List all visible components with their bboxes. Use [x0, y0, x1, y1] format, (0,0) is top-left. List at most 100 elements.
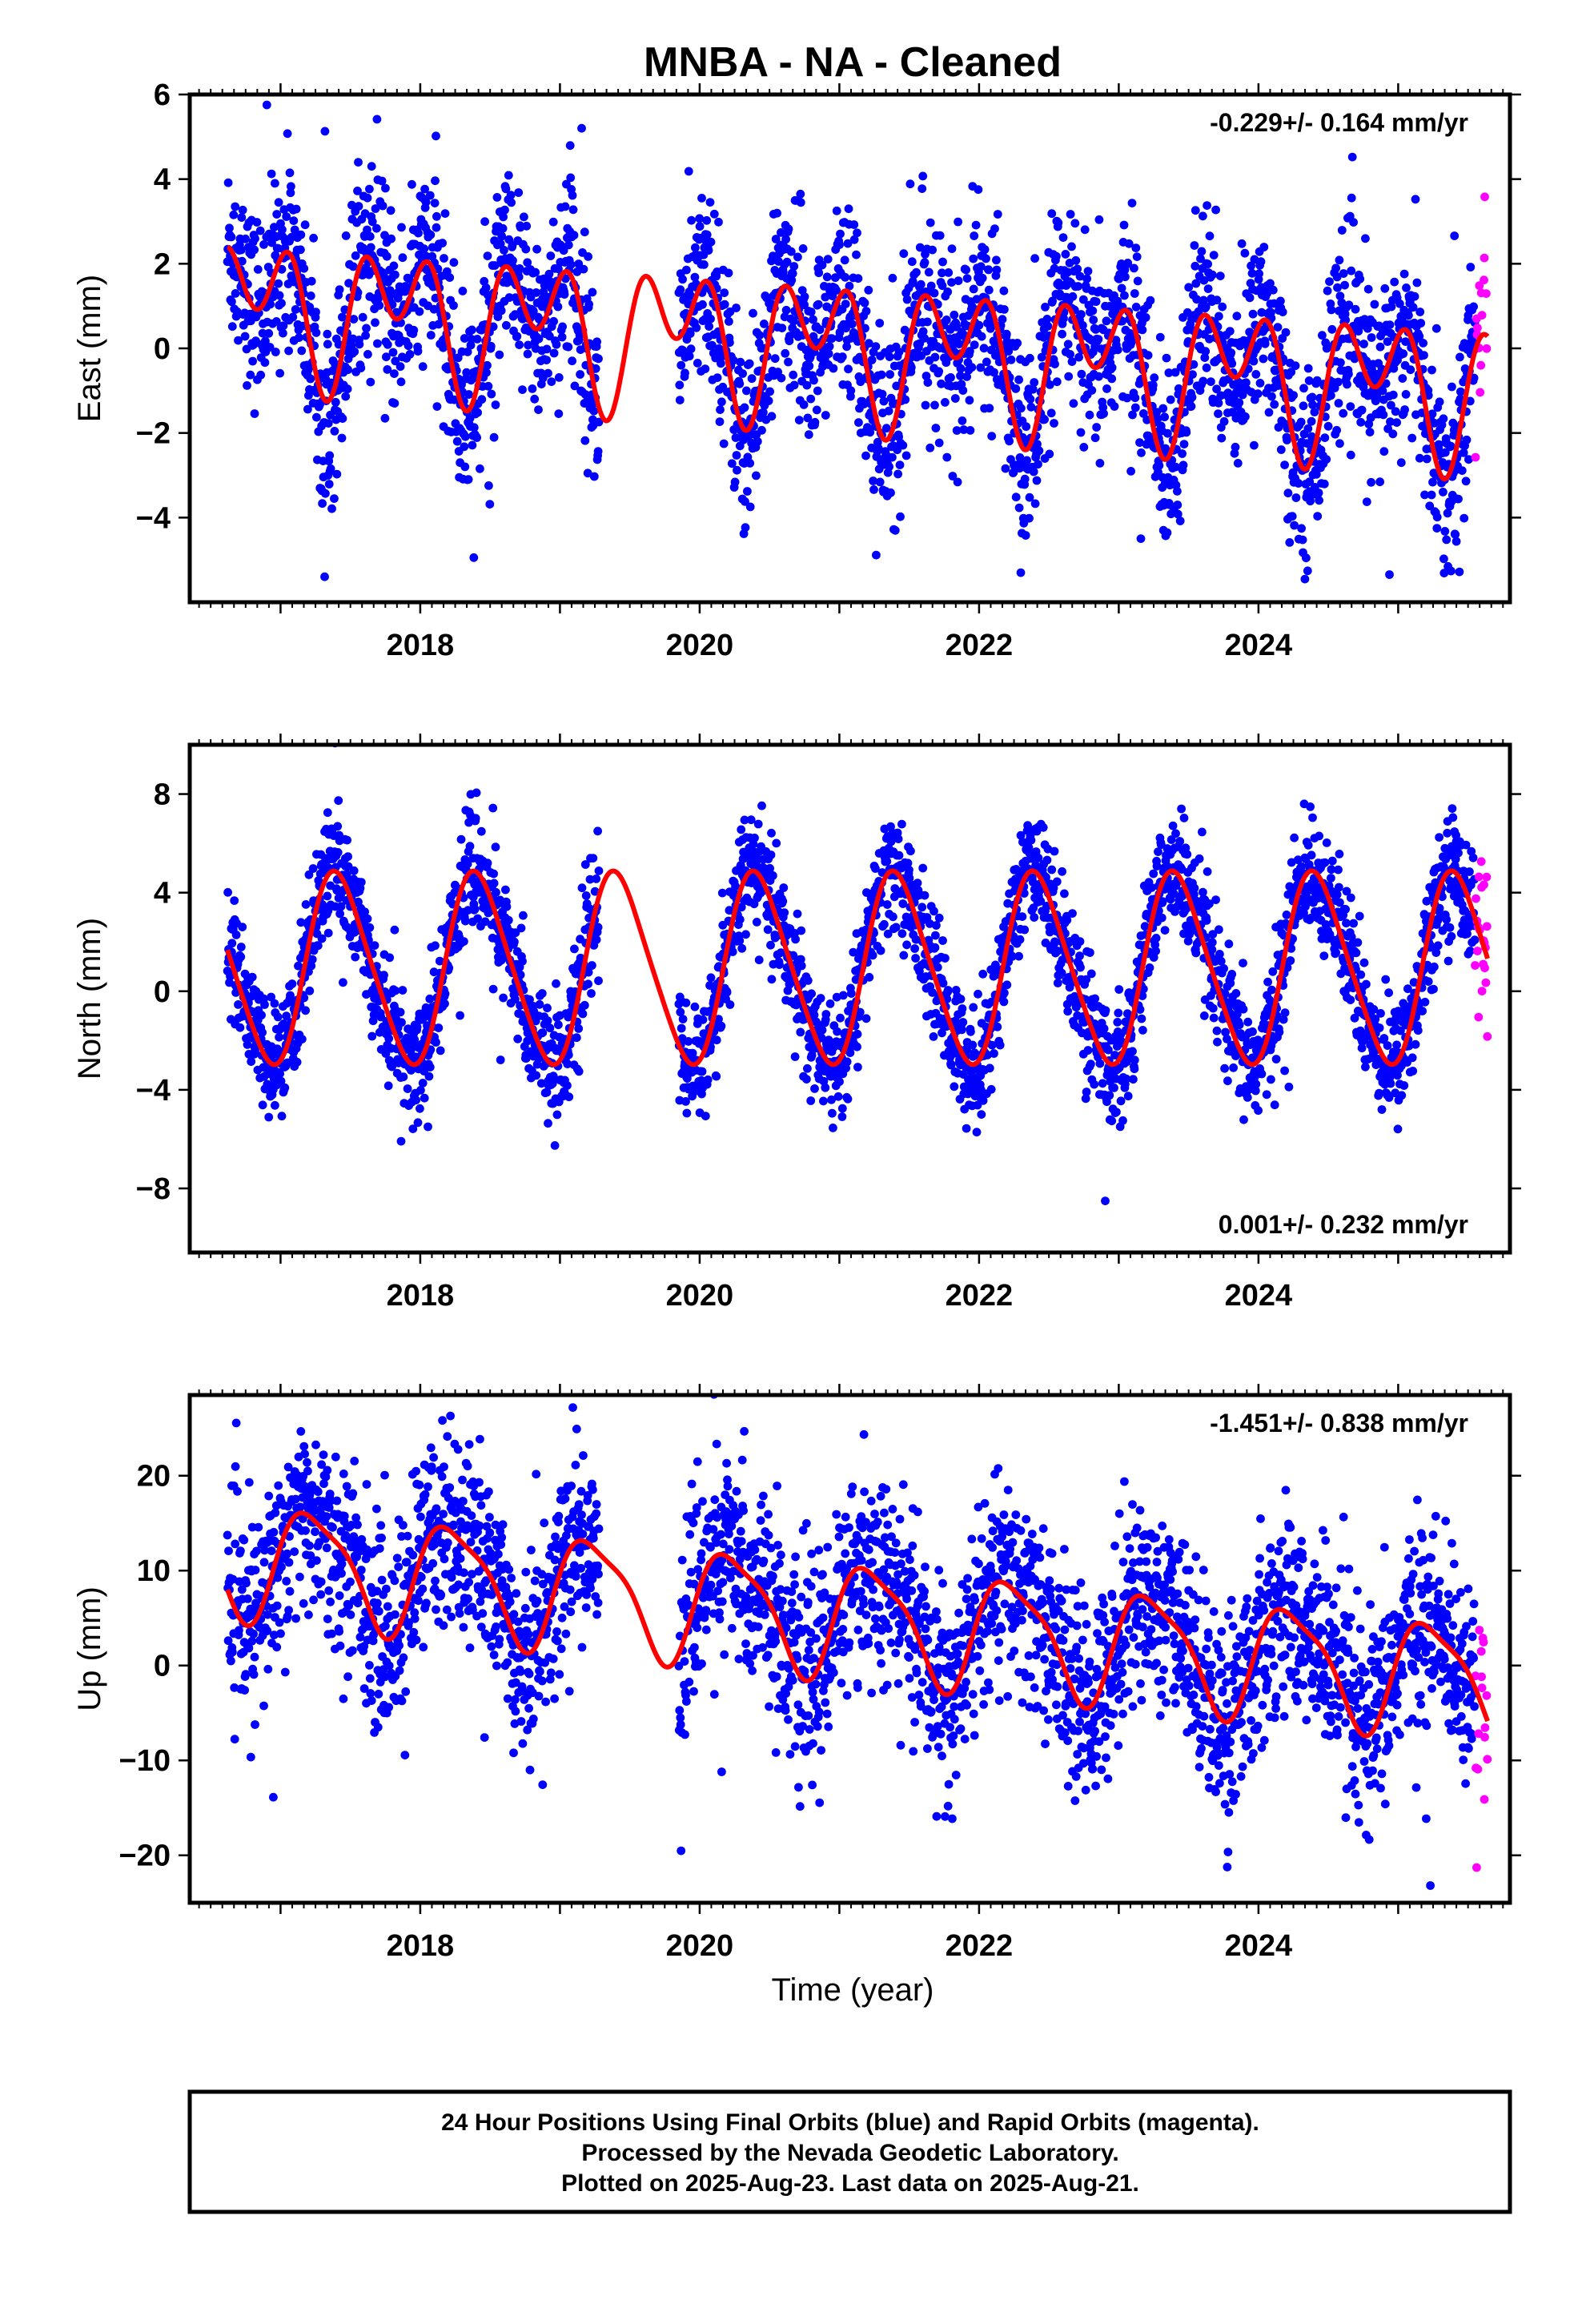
final-orbit-point: [704, 246, 713, 255]
final-orbit-point: [471, 814, 480, 823]
final-orbit-point: [944, 268, 954, 277]
final-orbit-point: [817, 260, 827, 270]
final-orbit-point: [1422, 454, 1431, 464]
final-orbit-point: [1016, 568, 1026, 577]
final-orbit-point: [828, 1108, 837, 1118]
final-orbit-point: [810, 1084, 819, 1093]
final-orbit-point: [271, 317, 281, 326]
final-orbit-point: [231, 289, 240, 298]
final-orbit-point: [921, 372, 931, 380]
final-orbit-point: [1113, 345, 1122, 355]
final-orbit-point: [934, 367, 944, 376]
final-orbit-point: [354, 202, 363, 211]
final-orbit-point: [1319, 479, 1329, 489]
final-orbit-point: [460, 432, 470, 441]
final-orbit-point: [501, 885, 510, 895]
final-orbit-point: [923, 378, 933, 387]
final-orbit-point: [1094, 372, 1103, 381]
final-orbit-point: [1107, 374, 1117, 384]
final-orbit-point: [772, 838, 781, 848]
final-orbit-point: [918, 327, 928, 336]
final-orbit-point: [1200, 353, 1210, 362]
final-orbit-point: [1150, 373, 1159, 383]
final-orbit-point: [917, 903, 927, 912]
final-orbit-point: [584, 252, 592, 261]
final-orbit-point: [544, 368, 552, 378]
final-orbit-point: [821, 1083, 830, 1092]
final-orbit-point: [432, 1038, 440, 1047]
final-orbit-point: [426, 331, 436, 340]
final-orbit-point: [520, 212, 528, 222]
final-orbit-point: [1061, 250, 1070, 259]
final-orbit-point: [1041, 303, 1050, 312]
final-orbit-point: [1203, 284, 1213, 293]
final-orbit-point: [265, 343, 275, 352]
final-orbit-point: [513, 1034, 523, 1043]
final-orbit-point: [852, 250, 861, 259]
final-orbit-point: [841, 272, 850, 282]
final-orbit-point: [568, 205, 578, 215]
final-orbit-point: [472, 335, 482, 344]
final-orbit-point: [930, 352, 940, 362]
final-orbit-point: [343, 852, 352, 861]
final-orbit-point: [465, 842, 475, 851]
final-orbit-point: [777, 324, 787, 332]
final-orbit-point: [889, 912, 897, 922]
final-orbit-point: [819, 1096, 828, 1106]
final-orbit-point: [1469, 302, 1478, 312]
final-orbit-point: [1131, 243, 1141, 252]
final-orbit-point: [588, 961, 596, 970]
final-orbit-point: [258, 328, 267, 338]
final-orbit-point: [907, 257, 917, 267]
final-orbit-point: [592, 337, 601, 347]
final-orbit-point: [418, 362, 428, 372]
final-orbit-point: [804, 430, 813, 440]
final-orbit-point: [386, 206, 396, 215]
final-orbit-point: [1259, 354, 1268, 364]
final-orbit-point: [289, 216, 299, 225]
final-orbit-point: [440, 999, 449, 1008]
final-orbit-point: [841, 300, 850, 308]
final-orbit-point: [799, 400, 809, 409]
final-orbit-point: [766, 850, 776, 859]
final-orbit-point: [1163, 428, 1172, 438]
final-orbit-point: [358, 312, 367, 322]
final-orbit-point: [241, 234, 250, 243]
final-orbit-point: [583, 468, 592, 478]
final-orbit-point: [859, 400, 869, 408]
final-orbit-point: [1334, 399, 1343, 408]
final-orbit-point: [543, 1003, 552, 1013]
final-orbit-point: [516, 923, 526, 933]
final-orbit-point: [1082, 274, 1091, 283]
final-orbit-point: [1000, 305, 1009, 314]
final-orbit-point: [938, 257, 947, 267]
final-orbit-point: [547, 377, 556, 386]
final-orbit-point: [343, 384, 352, 394]
final-orbit-point: [365, 923, 375, 932]
final-orbit-point: [727, 459, 737, 468]
final-orbit-point: [954, 276, 963, 285]
final-orbit-point: [853, 1042, 861, 1051]
final-orbit-point: [1162, 528, 1172, 537]
final-orbit-point: [1047, 209, 1057, 219]
final-orbit-point: [1092, 423, 1101, 432]
final-orbit-point: [931, 424, 941, 432]
final-orbit-point: [929, 1032, 938, 1041]
final-orbit-point: [523, 349, 532, 359]
final-orbit-point: [745, 359, 754, 368]
final-orbit-point: [1154, 460, 1164, 470]
final-orbit-point: [383, 1081, 393, 1091]
final-orbit-point: [1307, 416, 1316, 426]
final-orbit-point: [844, 364, 853, 374]
final-orbit-point: [1052, 251, 1061, 261]
final-orbit-point: [1361, 234, 1370, 243]
final-orbit-point: [430, 199, 440, 207]
final-orbit-point: [930, 943, 940, 952]
final-orbit-point: [1307, 392, 1317, 402]
final-orbit-point: [464, 475, 473, 485]
final-orbit-point: [1063, 340, 1073, 349]
final-orbit-point: [821, 411, 830, 420]
final-orbit-point: [579, 264, 588, 274]
final-orbit-point: [998, 315, 1007, 324]
final-orbit-point: [890, 525, 900, 535]
